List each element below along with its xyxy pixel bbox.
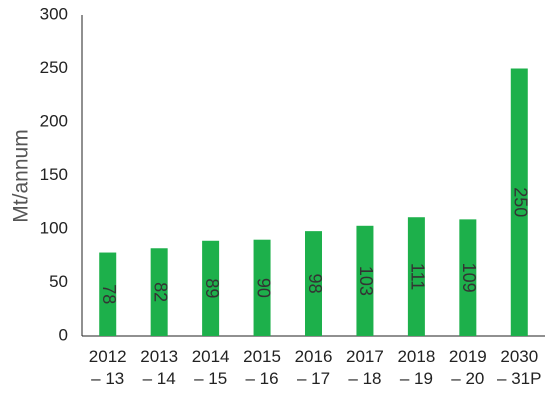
bar bbox=[150, 248, 168, 336]
value-label: 250 bbox=[511, 187, 531, 217]
x-tick-label: 2012– 13 bbox=[89, 347, 127, 388]
value-label: 90 bbox=[253, 278, 273, 298]
bar bbox=[407, 217, 425, 336]
x-tick-label: 2015– 16 bbox=[243, 347, 281, 388]
y-tick-label: 200 bbox=[40, 111, 68, 130]
y-tick-label: 250 bbox=[40, 58, 68, 77]
x-tick-label: 2030– 31P bbox=[497, 347, 541, 388]
y-axis-label: Mt/annum bbox=[10, 129, 33, 222]
x-tick-label: 2017– 18 bbox=[346, 347, 384, 388]
bar bbox=[305, 231, 322, 336]
y-tick-label: 100 bbox=[40, 218, 68, 237]
value-label: 109 bbox=[459, 263, 479, 293]
bar bbox=[253, 239, 271, 336]
bar bbox=[202, 240, 220, 336]
value-label: 103 bbox=[356, 266, 376, 296]
y-tick-label: 300 bbox=[40, 4, 68, 23]
x-tick-label: 2014– 15 bbox=[192, 347, 230, 388]
value-label: 111 bbox=[408, 263, 428, 290]
bar bbox=[99, 252, 117, 336]
y-tick-label: 150 bbox=[40, 165, 68, 184]
value-label: 89 bbox=[202, 278, 222, 298]
x-tick-label: 2019– 20 bbox=[449, 347, 487, 388]
bar bbox=[459, 219, 477, 336]
y-tick-label: 50 bbox=[49, 272, 68, 291]
x-tick-label: 2018– 19 bbox=[397, 347, 435, 388]
x-tick-label: 2013– 14 bbox=[140, 347, 178, 388]
bar bbox=[510, 68, 528, 336]
value-label: 82 bbox=[150, 282, 170, 302]
y-tick-label: 0 bbox=[59, 325, 68, 344]
value-label: 78 bbox=[99, 284, 119, 304]
x-tick-label: 2016– 17 bbox=[295, 347, 333, 388]
value-label: 98 bbox=[305, 274, 325, 294]
bar bbox=[356, 225, 374, 336]
